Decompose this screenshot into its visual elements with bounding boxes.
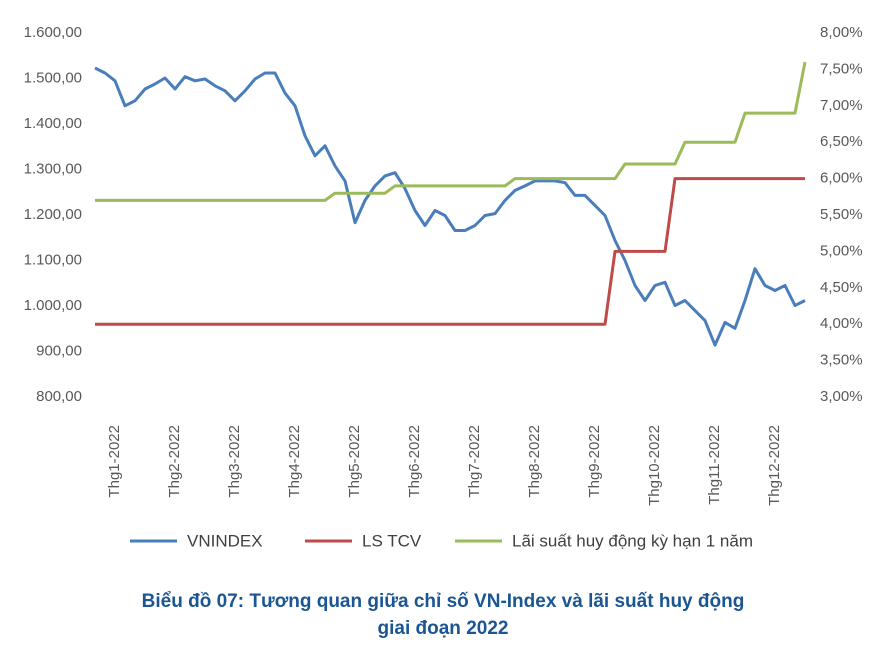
x-tick-label: Thg7-2022 [466, 425, 483, 498]
x-tick-label: Thg12-2022 [766, 425, 783, 506]
series-line [95, 61, 807, 202]
y2-tick-label: 5,50% [820, 206, 863, 223]
y2-tick-label: 8,00% [820, 24, 863, 41]
y2-tick-label: 6,00% [820, 170, 863, 187]
x-tick-label: Thg4-2022 [286, 425, 303, 498]
x-tick-label: Thg3-2022 [226, 425, 243, 498]
x-tick-label: Thg10-2022 [646, 425, 663, 506]
y-tick-label: 900,00 [36, 342, 82, 359]
y2-tick-label: 6,50% [820, 133, 863, 150]
legend-label: Lãi suất huy động kỳ hạn 1 năm [512, 531, 753, 550]
x-tick-label: Thg5-2022 [346, 425, 363, 498]
series-line [94, 66, 806, 347]
chart: 800,00 900,00 1.000,00 1.100,00 1.200,00 1.30… [24, 24, 863, 551]
y-tick-label: 1.600,00 [24, 24, 82, 41]
x-tick-label: Thg11-2022 [706, 425, 723, 505]
y-tick-label: 800,00 [36, 388, 82, 405]
x-tick-label: Thg1-2022 [106, 425, 123, 498]
legend-label: VNINDEX [187, 531, 263, 550]
chart-title: Biểu đồ 07: Tương quan giữa chỉ số VN-In… [141, 591, 745, 639]
y2-tick-label: 4,00% [820, 315, 863, 332]
y2-tick-label: 3,50% [820, 352, 863, 369]
x-tick-label: Thg9-2022 [586, 425, 603, 498]
y-tick-label: 1.400,00 [24, 115, 82, 132]
x-tick-label: Thg6-2022 [406, 425, 423, 498]
y-tick-label: 1.000,00 [24, 297, 82, 314]
y2-tick-label: 7,00% [820, 97, 863, 114]
y-tick-label: 1.500,00 [24, 69, 82, 86]
y-tick-label: 1.100,00 [24, 251, 82, 268]
y2-tick-label: 3,00% [820, 388, 863, 405]
y2-tick-label: 7,50% [820, 60, 863, 77]
y2-tick-label: 5,00% [820, 242, 863, 259]
y-tick-label: 1.300,00 [24, 160, 82, 177]
y-tick-label: 1.200,00 [24, 206, 82, 223]
legend-label: LS TCV [362, 531, 422, 550]
x-tick-label: Thg2-2022 [166, 425, 183, 498]
series-line [95, 177, 805, 326]
x-tick-label: Thg8-2022 [526, 425, 543, 498]
y2-tick-label: 4,50% [820, 279, 863, 296]
